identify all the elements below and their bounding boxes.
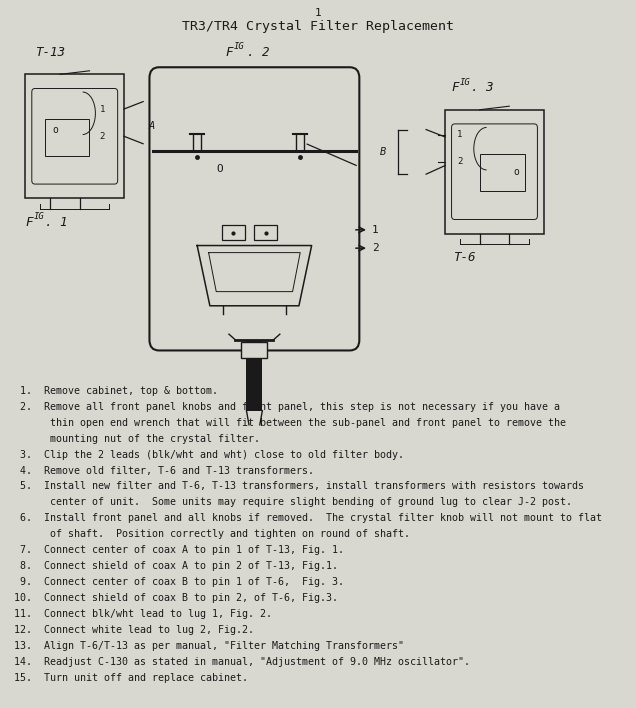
Text: 11.  Connect blk/wht lead to lug 1, Fig. 2.: 11. Connect blk/wht lead to lug 1, Fig. … bbox=[14, 609, 272, 619]
Text: 2: 2 bbox=[372, 243, 379, 253]
Text: 2.  Remove all front panel knobs and front panel, this step is not necessary if : 2. Remove all front panel knobs and fron… bbox=[14, 402, 560, 412]
Text: 8.  Connect shield of coax A to pin 2 of T-13, Fig.1.: 8. Connect shield of coax A to pin 2 of … bbox=[14, 561, 338, 571]
Bar bbox=[254, 224, 277, 240]
Text: 5.  Install new filter and T-6, T-13 transformers, install transformers with res: 5. Install new filter and T-6, T-13 tran… bbox=[14, 481, 584, 491]
Text: o: o bbox=[52, 125, 58, 135]
Text: IG: IG bbox=[234, 42, 245, 52]
Text: A: A bbox=[148, 121, 155, 132]
Text: 2: 2 bbox=[100, 132, 105, 141]
Text: of shaft.  Position correctly and tighten on round of shaft.: of shaft. Position correctly and tighten… bbox=[14, 529, 410, 539]
Text: 1: 1 bbox=[100, 105, 105, 113]
Bar bbox=[242, 342, 267, 358]
Bar bbox=[480, 154, 525, 191]
Text: . 3: . 3 bbox=[471, 81, 493, 94]
Text: TR3/TR4 Crystal Filter Replacement: TR3/TR4 Crystal Filter Replacement bbox=[182, 20, 454, 33]
Text: 9.  Connect center of coax B to pin 1 of T-6,  Fig. 3.: 9. Connect center of coax B to pin 1 of … bbox=[14, 577, 344, 587]
Text: 6.  Install front panel and all knobs if removed.  The crystal filter knob will : 6. Install front panel and all knobs if … bbox=[14, 513, 602, 523]
Text: 2: 2 bbox=[457, 157, 462, 166]
Bar bbox=[222, 224, 245, 240]
Text: 14.  Readjust C-130 as stated in manual, "Adjustment of 9.0 MHz oscillator".: 14. Readjust C-130 as stated in manual, … bbox=[14, 657, 470, 667]
Text: 12.  Connect white lead to lug 2, Fig.2.: 12. Connect white lead to lug 2, Fig.2. bbox=[14, 624, 254, 635]
Text: . 2: . 2 bbox=[247, 46, 269, 59]
Text: 13.  Align T-6/T-13 as per manual, "Filter Matching Transformers": 13. Align T-6/T-13 as per manual, "Filte… bbox=[14, 641, 404, 651]
Text: F: F bbox=[452, 81, 459, 94]
Text: IG: IG bbox=[460, 78, 471, 87]
Text: center of unit.  Some units may require slight bending of ground lug to clear J-: center of unit. Some units may require s… bbox=[14, 497, 572, 508]
Text: 10.  Connect shield of coax B to pin 2, of T-6, Fig.3.: 10. Connect shield of coax B to pin 2, o… bbox=[14, 593, 338, 603]
Text: thin open end wrench that will fit between the sub-panel and front panel to remo: thin open end wrench that will fit betwe… bbox=[14, 418, 566, 428]
Text: 3.  Clip the 2 leads (blk/wht and wht) close to old filter body.: 3. Clip the 2 leads (blk/wht and wht) cl… bbox=[14, 450, 404, 459]
Bar bbox=[445, 110, 544, 234]
Bar bbox=[247, 340, 263, 411]
Text: 1: 1 bbox=[457, 130, 462, 139]
Text: 1: 1 bbox=[372, 225, 379, 235]
Text: mounting nut of the crystal filter.: mounting nut of the crystal filter. bbox=[14, 433, 260, 444]
Text: B: B bbox=[380, 147, 386, 157]
Text: 1.  Remove cabinet, top & bottom.: 1. Remove cabinet, top & bottom. bbox=[14, 386, 218, 396]
Text: IG: IG bbox=[34, 212, 45, 222]
Text: . 1: . 1 bbox=[45, 216, 67, 229]
Text: 4.  Remove old filter, T-6 and T-13 transformers.: 4. Remove old filter, T-6 and T-13 trans… bbox=[14, 466, 314, 476]
Text: 1: 1 bbox=[315, 8, 321, 18]
Text: F: F bbox=[226, 46, 233, 59]
Text: 7.  Connect center of coax A to pin 1 of T-13, Fig. 1.: 7. Connect center of coax A to pin 1 of … bbox=[14, 545, 344, 555]
Text: O: O bbox=[217, 164, 223, 174]
Text: F: F bbox=[25, 216, 33, 229]
Text: T-6: T-6 bbox=[453, 251, 475, 264]
Text: o: o bbox=[513, 166, 519, 177]
Bar bbox=[45, 119, 89, 156]
Text: T-13: T-13 bbox=[35, 46, 65, 59]
Bar bbox=[25, 74, 124, 198]
Text: 15.  Turn unit off and replace cabinet.: 15. Turn unit off and replace cabinet. bbox=[14, 673, 248, 683]
